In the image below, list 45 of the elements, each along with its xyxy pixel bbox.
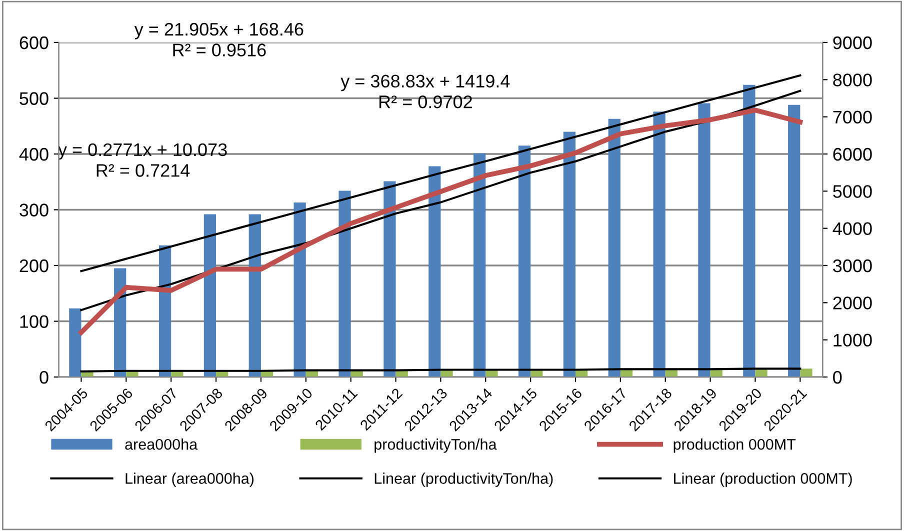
bar <box>204 214 216 378</box>
bar <box>158 245 172 378</box>
y2-tick-label: 4000 <box>832 222 872 236</box>
bar <box>698 103 710 378</box>
y2-tick-label: 3000 <box>833 259 872 272</box>
bar <box>248 214 261 378</box>
y-tick-label: 600 <box>20 36 48 50</box>
y-tick-label: 0 <box>40 370 48 384</box>
legend-label: area000ha <box>125 438 198 450</box>
line-series <box>80 74 802 272</box>
y-tick-label: 500 <box>20 92 48 105</box>
bar <box>563 132 576 378</box>
bar <box>384 181 396 378</box>
legend-label: production 000MT <box>674 438 796 453</box>
y2-tick-label: 1000 <box>834 334 872 347</box>
legend-label: Linear (area000ha) <box>126 472 254 487</box>
bar <box>428 166 441 378</box>
y-tick-label: 400 <box>19 148 48 161</box>
y-tick-label: 300 <box>20 204 48 216</box>
bar <box>474 153 486 378</box>
y2-tick-label: 8000 <box>833 74 872 86</box>
bar <box>338 190 351 378</box>
bar <box>743 84 756 378</box>
annotation: y = 21.905x + 168.46 R² = 0.9516 <box>134 22 304 56</box>
bar <box>518 146 531 378</box>
legend-label: Linear (production 000MT) <box>674 472 852 487</box>
annotation: y = 0.2771x + 10.073 R² = 0.7214 <box>58 143 227 177</box>
bar <box>788 104 800 378</box>
y2-tick-label: 2000 <box>833 296 872 310</box>
y2-tick-label: 7000 <box>833 110 872 124</box>
bar <box>800 368 812 378</box>
y2-tick-label: 6000 <box>833 148 872 161</box>
bar <box>608 118 620 378</box>
bar <box>294 202 306 378</box>
line-series <box>80 90 802 312</box>
legend-label: productivityTon/ha <box>374 438 497 453</box>
bar <box>69 308 82 378</box>
legend-label: Linear (productivityTon/ha) <box>374 472 553 487</box>
bar <box>653 112 666 378</box>
y2-tick-label: 9000 <box>833 36 872 50</box>
y-tick-label: 100 <box>20 315 48 328</box>
y2-tick-label: 5000 <box>833 185 872 198</box>
annotation: y = 368.83x + 1419.4 R² = 0.9702 <box>340 74 510 108</box>
y2-tick-label: 0 <box>833 370 842 384</box>
y-tick-label: 200 <box>20 259 48 272</box>
